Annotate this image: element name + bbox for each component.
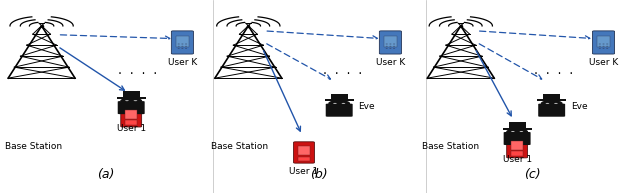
Circle shape — [506, 128, 528, 135]
Bar — [125, 110, 137, 119]
FancyBboxPatch shape — [118, 101, 145, 114]
FancyBboxPatch shape — [326, 104, 353, 117]
Ellipse shape — [342, 103, 346, 104]
Ellipse shape — [554, 103, 558, 104]
FancyBboxPatch shape — [538, 104, 565, 117]
Bar — [176, 36, 189, 47]
Bar — [123, 91, 140, 97]
Circle shape — [606, 46, 608, 47]
Circle shape — [541, 100, 563, 107]
Circle shape — [602, 48, 605, 49]
Circle shape — [181, 46, 184, 47]
Bar — [324, 99, 354, 101]
Circle shape — [178, 46, 180, 47]
Ellipse shape — [134, 100, 138, 101]
Text: . . . .: . . . . — [533, 66, 574, 76]
Circle shape — [185, 48, 187, 49]
Bar — [125, 120, 137, 125]
FancyBboxPatch shape — [593, 31, 614, 54]
Text: (a): (a) — [97, 168, 115, 181]
Circle shape — [178, 48, 180, 49]
Ellipse shape — [125, 100, 129, 101]
Text: Base Station: Base Station — [422, 141, 479, 151]
Text: (c): (c) — [524, 168, 541, 181]
Bar — [116, 97, 146, 99]
Bar — [331, 94, 348, 99]
Bar — [298, 157, 310, 161]
Bar — [298, 146, 310, 155]
Text: (b): (b) — [310, 168, 328, 181]
Bar — [537, 99, 566, 101]
Circle shape — [602, 46, 605, 47]
Bar — [597, 36, 610, 47]
FancyBboxPatch shape — [172, 31, 193, 54]
Circle shape — [328, 100, 350, 107]
Text: User K: User K — [589, 58, 618, 67]
Text: User 1: User 1 — [502, 155, 532, 164]
Text: . . . .: . . . . — [117, 66, 158, 76]
Circle shape — [393, 46, 395, 47]
Circle shape — [599, 48, 601, 49]
Circle shape — [606, 48, 608, 49]
Bar — [543, 94, 560, 99]
Circle shape — [386, 48, 388, 49]
Text: . . . .: . . . . — [322, 66, 363, 76]
Ellipse shape — [511, 131, 515, 132]
FancyBboxPatch shape — [121, 106, 141, 127]
Bar — [511, 151, 523, 156]
Circle shape — [386, 46, 388, 47]
Text: Eve: Eve — [571, 102, 588, 111]
Text: User 1: User 1 — [289, 167, 319, 176]
FancyBboxPatch shape — [294, 142, 314, 163]
Bar — [509, 122, 525, 128]
Circle shape — [389, 48, 392, 49]
Bar — [384, 36, 397, 47]
Circle shape — [185, 46, 187, 47]
Ellipse shape — [545, 103, 549, 104]
Ellipse shape — [520, 131, 524, 132]
Text: User K: User K — [376, 58, 405, 67]
Ellipse shape — [333, 103, 337, 104]
Text: User K: User K — [168, 58, 197, 67]
Text: Base Station: Base Station — [5, 141, 62, 151]
FancyBboxPatch shape — [504, 132, 531, 145]
Text: User 1: User 1 — [116, 124, 146, 134]
FancyBboxPatch shape — [507, 137, 527, 158]
FancyBboxPatch shape — [380, 31, 401, 54]
Circle shape — [389, 46, 392, 47]
Bar — [502, 128, 532, 130]
Text: Base Station: Base Station — [211, 141, 268, 151]
Circle shape — [599, 46, 601, 47]
Circle shape — [393, 48, 395, 49]
Circle shape — [181, 48, 184, 49]
Text: Eve: Eve — [358, 102, 375, 111]
Circle shape — [120, 97, 142, 104]
Bar — [511, 141, 523, 150]
